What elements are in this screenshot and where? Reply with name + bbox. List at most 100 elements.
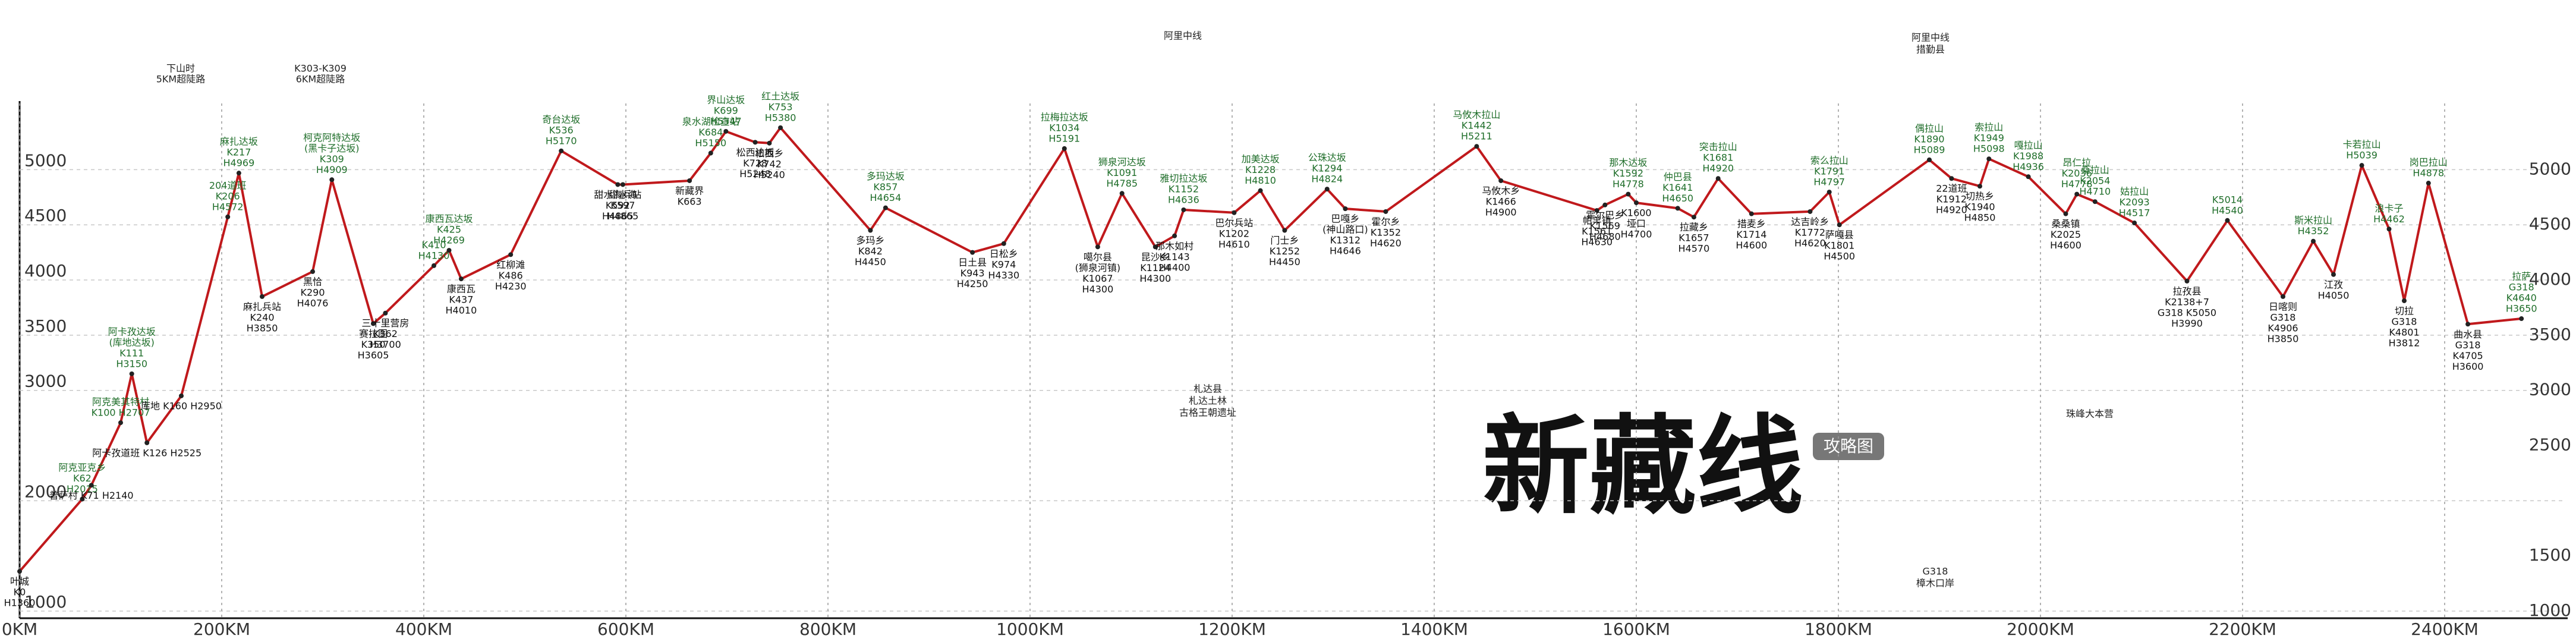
point-label: K217	[226, 147, 251, 158]
point-label: K2025	[2051, 229, 2081, 240]
point-label: H4250	[957, 278, 988, 289]
point	[1181, 207, 1186, 212]
point-label: H1360	[4, 597, 36, 609]
y2-tick-label: 1500	[2529, 545, 2571, 565]
point-label: 巴尔兵站	[1215, 217, 1253, 228]
point	[868, 228, 873, 233]
point-label: 日喀则	[2269, 301, 2297, 312]
point-label: K1202	[1219, 228, 1249, 239]
point-label: 霍尔巴乡	[1586, 209, 1624, 221]
point-label: H4540	[2212, 204, 2243, 216]
point	[970, 250, 975, 255]
point-label: K1988	[2013, 150, 2043, 162]
point-label: 萨嘎县	[1825, 229, 1854, 241]
point-label: H4352	[2298, 225, 2329, 237]
point-label: 加美达坂	[1242, 153, 1280, 165]
point	[118, 420, 123, 426]
point-label: H4076	[297, 297, 329, 309]
point	[708, 150, 713, 156]
point	[1474, 144, 1479, 149]
point	[687, 178, 692, 183]
point	[2359, 163, 2364, 168]
point	[2519, 316, 2524, 322]
point-label: 松西乡	[755, 147, 783, 159]
point-label: H4654	[870, 192, 902, 203]
point-label: K1442	[1462, 120, 1492, 131]
point-label: 麻扎达坂	[220, 136, 258, 147]
point	[1826, 190, 1832, 195]
point-label: K2138+7	[2165, 296, 2209, 307]
point-label: K1592	[1613, 168, 1643, 179]
note: 阿里中线	[1164, 30, 1202, 42]
chart-title: 新藏线	[1482, 404, 1803, 529]
point-label: H5170	[546, 135, 577, 146]
point	[1324, 187, 1330, 192]
point	[1691, 215, 1696, 220]
point-label: (神山路口)	[1322, 224, 1368, 235]
point	[1343, 206, 1348, 212]
y2-tick-label: 3000	[2529, 380, 2571, 399]
point	[2311, 238, 2316, 244]
point-label: H3605	[358, 350, 389, 361]
point-label: H5211	[1461, 131, 1492, 142]
y-tick-label: 1000	[24, 592, 67, 612]
point-label: 斯米拉山	[2294, 215, 2332, 226]
point-label: (黑卡子达坂)	[304, 143, 360, 154]
point	[1172, 233, 1177, 238]
point-label: K1294	[1312, 163, 1342, 174]
point	[225, 214, 231, 219]
point-label: 公珠达坂	[1308, 152, 1346, 163]
point	[1095, 244, 1100, 250]
point-label: 噶尔县	[1084, 251, 1112, 263]
point-label: 红土达坂	[761, 90, 799, 102]
point-label: H4269	[433, 235, 465, 246]
point-label: K62	[73, 473, 92, 484]
point-label: 曲水县	[2454, 329, 2482, 340]
point-label: K1091	[1107, 167, 1137, 178]
point-label: 达吉岭乡	[1791, 216, 1829, 227]
point	[1602, 202, 1608, 207]
point-label: 阿克美其特村	[92, 396, 149, 408]
point-label: 三十里营房	[361, 317, 409, 329]
point-label: H4450	[1269, 256, 1300, 268]
point-label: 江孜	[2324, 279, 2343, 290]
point-label: H4450	[855, 256, 886, 268]
point	[236, 171, 241, 176]
y2-tick-label: 4000	[2529, 269, 2571, 289]
point-label: 切热乡	[1966, 191, 1994, 202]
point-label: 康西瓦	[447, 284, 475, 295]
point-label: K1791	[1814, 166, 1844, 177]
point-label: K1600	[1621, 207, 1651, 219]
point	[179, 393, 184, 398]
note: 5KM超陡路	[156, 74, 205, 85]
point-label: 雅切拉达坂	[1160, 172, 1207, 184]
point-label: 松西达坂	[736, 147, 774, 158]
point	[446, 248, 452, 253]
point	[1807, 209, 1813, 214]
point	[1383, 209, 1388, 214]
point-label: 普萨村 K71 H2140	[49, 490, 134, 501]
point	[1001, 241, 1006, 246]
note: 札达县	[1193, 383, 1222, 395]
point-label: H3700	[370, 339, 401, 350]
point-label: K240	[250, 311, 274, 323]
point-label: 多玛达坂	[867, 171, 905, 182]
point	[1594, 208, 1599, 213]
point-label: 拉藏乡	[1680, 222, 1708, 233]
point-label: 索拉山	[1974, 122, 2003, 133]
point-label: H4810	[1245, 175, 1276, 186]
point	[752, 140, 758, 145]
point-label: K1067	[1082, 273, 1113, 284]
y-tick-label: 5000	[24, 150, 67, 170]
point-label: H4620	[1794, 237, 1826, 248]
point-label: H4462	[2373, 213, 2405, 225]
point-label: 帕羊镇	[1583, 215, 1611, 226]
point-label: K4705	[2452, 350, 2483, 361]
point-label: K437	[449, 294, 473, 306]
point-label: 阿卡孜道班 K126 H2525	[92, 447, 201, 458]
point-label: 垭口	[1627, 218, 1646, 229]
point-label: H3150	[116, 358, 147, 369]
point-label: 奇台达坂	[542, 114, 580, 125]
point	[1675, 206, 1680, 211]
point-label: H5089	[1914, 144, 1945, 155]
